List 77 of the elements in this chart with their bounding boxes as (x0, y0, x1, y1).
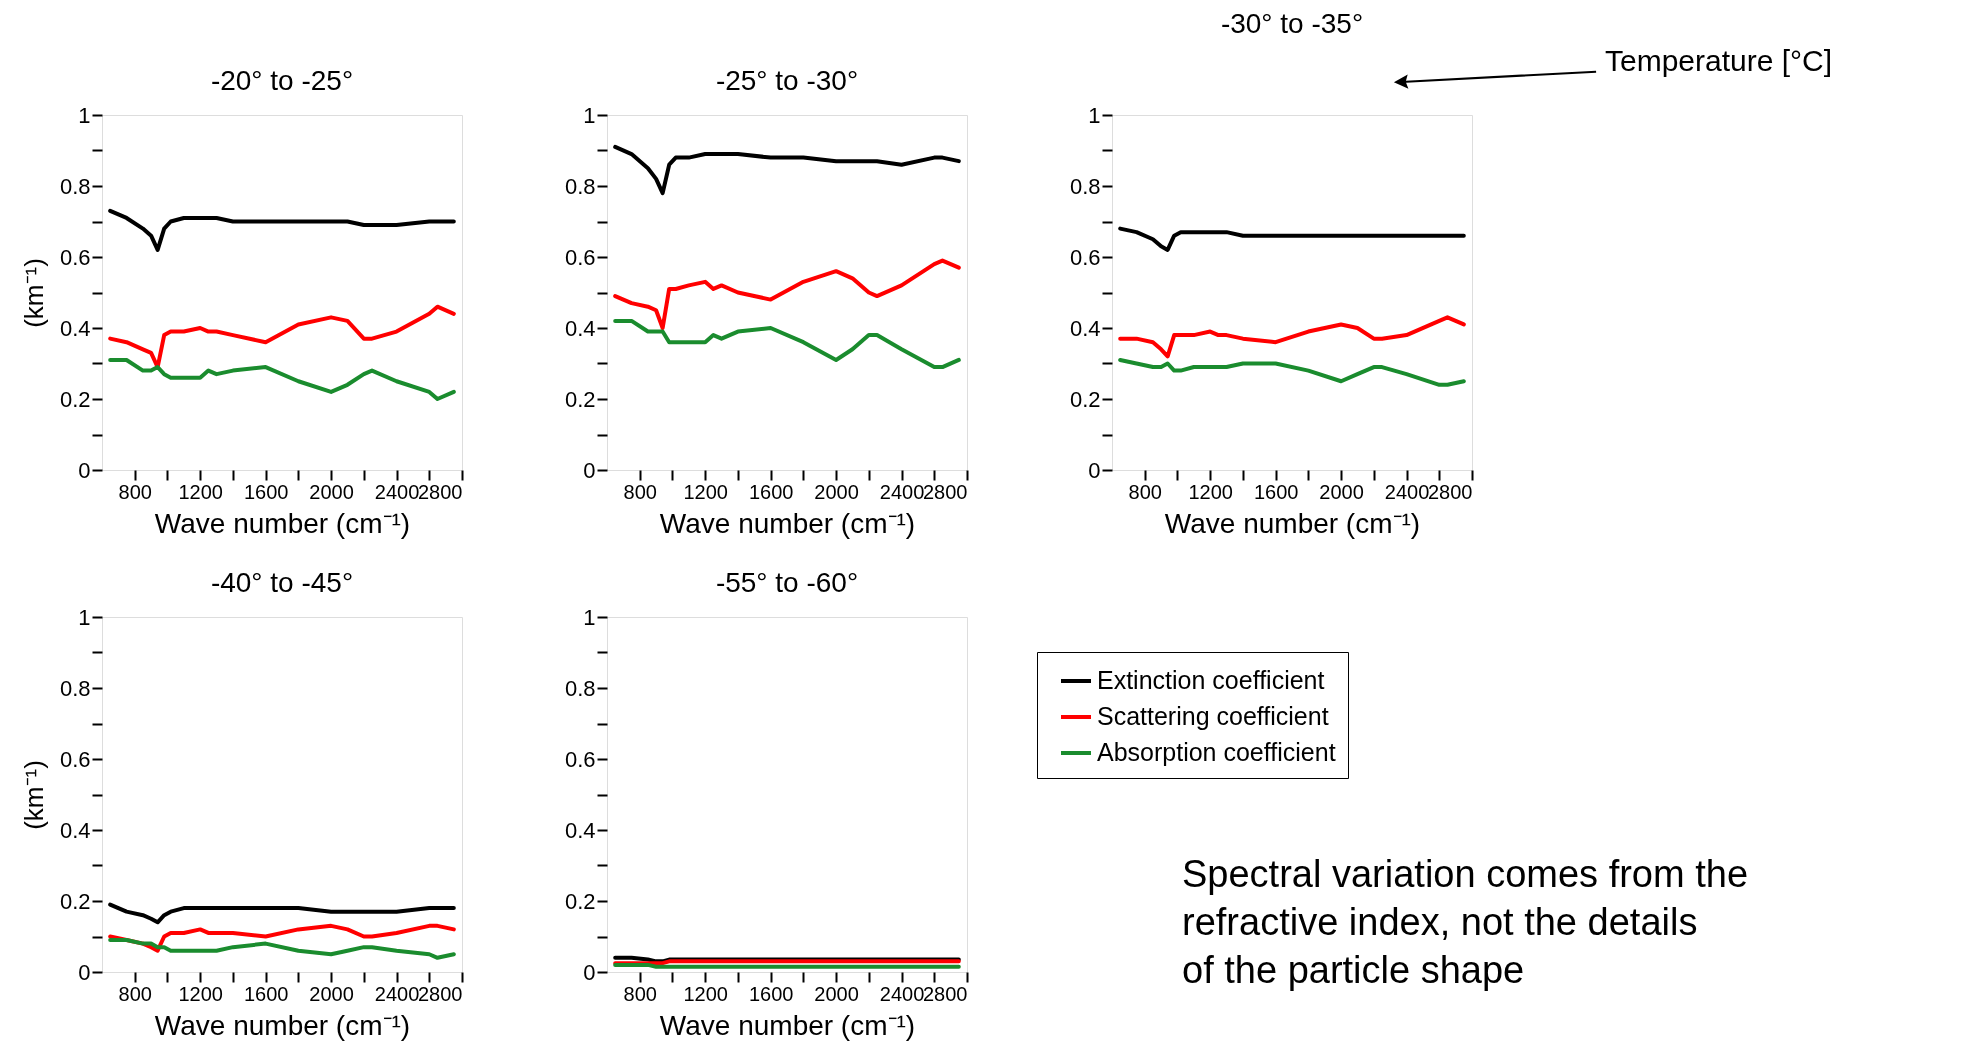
y-tick-label: 0.2 (564, 386, 596, 412)
x-tick-label: 2400 (374, 982, 420, 1005)
y-tick-label: 0.6 (59, 244, 91, 270)
x-tick-label: 2800 (1428, 480, 1473, 503)
x-tick-label: 2400 (1384, 480, 1430, 503)
y-tick-label: 0.6 (564, 244, 596, 270)
x-axis-title: Wave number (cm⁻¹) (154, 507, 411, 539)
y-tick-label: 0.8 (564, 675, 596, 701)
text: Spectral variation comes from the refractive index, not the details of the particle shape (1182, 853, 1749, 991)
x-axis-title: Wave number (cm⁻¹) (1164, 507, 1421, 539)
x-tick-label: 2000 (309, 982, 354, 1005)
y-tick-label: 0.4 (59, 315, 91, 341)
x-tick-label: 1600 (243, 982, 289, 1005)
x-tick-label: 1200 (178, 480, 223, 503)
chart-title: -55° to -60° (715, 567, 859, 598)
y-tick-label: 0.2 (564, 888, 596, 914)
x-tick-label: 2800 (418, 480, 463, 503)
x-axis-title: Wave number (cm⁻¹) (659, 1009, 916, 1041)
y-tick-label: 0.2 (59, 888, 91, 914)
x-tick-label: 1200 (1188, 480, 1233, 503)
chart-title: -25° to -30° (715, 65, 859, 96)
y-tick-label: 1 (78, 102, 91, 128)
x-tick-label: 1200 (683, 982, 728, 1005)
y-tick-label: 1 (78, 604, 91, 630)
legend-label: Extinction coefficient (1097, 666, 1325, 694)
x-tick-label: 2000 (1319, 480, 1364, 503)
y-tick-label: 0.6 (1069, 244, 1101, 270)
x-tick-label: 800 (623, 480, 657, 503)
x-tick-label: 2800 (923, 982, 968, 1005)
x-tick-label: 1600 (1253, 480, 1299, 503)
y-tick-label: 0 (78, 457, 91, 483)
y-tick-label: 0.4 (1069, 315, 1101, 341)
chart-title: -40° to -45° (210, 567, 354, 598)
x-tick-label: 800 (118, 480, 152, 503)
x-axis-title: Wave number (cm⁻¹) (154, 1009, 411, 1041)
x-tick-label: 1200 (683, 480, 728, 503)
y-tick-label: 0.4 (564, 817, 596, 843)
x-tick-label: 1600 (748, 480, 794, 503)
legend-label: Absorption coefficient (1097, 738, 1336, 766)
y-tick-label: 0.6 (564, 746, 596, 772)
x-tick-label: 1200 (178, 982, 223, 1005)
y-tick-label: 0.8 (59, 675, 91, 701)
y-tick-label: 0.2 (59, 386, 91, 412)
x-tick-label: 2000 (814, 982, 859, 1005)
y-tick-label: 0 (78, 959, 91, 985)
x-tick-label: 2400 (879, 480, 925, 503)
y-tick-label: 1 (583, 604, 596, 630)
x-tick-label: 2400 (374, 480, 420, 503)
x-tick-label: 1600 (243, 480, 289, 503)
x-tick-label: 2000 (814, 480, 859, 503)
y-axis-title: (km⁻¹) (18, 760, 49, 830)
y-tick-label: 0 (583, 959, 596, 985)
x-tick-label: 2800 (923, 480, 968, 503)
x-tick-label: 800 (1128, 480, 1162, 503)
y-tick-label: 1 (1088, 102, 1101, 128)
y-tick-label: 0.4 (59, 817, 91, 843)
y-axis-title: (km⁻¹) (18, 258, 49, 328)
x-tick-label: 2000 (309, 480, 354, 503)
x-tick-label: 2400 (879, 982, 925, 1005)
y-tick-label: 1 (583, 102, 596, 128)
y-tick-label: 0.8 (59, 173, 91, 199)
y-tick-label: 0 (583, 457, 596, 483)
chart-title: -20° to -25° (210, 65, 354, 96)
y-tick-label: 0 (1088, 457, 1101, 483)
y-tick-label: 0.8 (1069, 173, 1101, 199)
y-tick-label: 0.6 (59, 746, 91, 772)
x-tick-label: 1600 (748, 982, 794, 1005)
legend-label: Scattering coefficient (1097, 702, 1329, 730)
x-tick-label: 800 (118, 982, 152, 1005)
y-tick-label: 0.8 (564, 173, 596, 199)
text: Temperature [°C] (1605, 44, 1833, 77)
y-tick-label: 0.4 (564, 315, 596, 341)
x-tick-label: 800 (623, 982, 657, 1005)
y-tick-label: 0.2 (1069, 386, 1101, 412)
x-axis-title: Wave number (cm⁻¹) (659, 507, 916, 539)
chart-title: -30° to -35° (1220, 8, 1364, 39)
x-tick-label: 2800 (418, 982, 463, 1005)
